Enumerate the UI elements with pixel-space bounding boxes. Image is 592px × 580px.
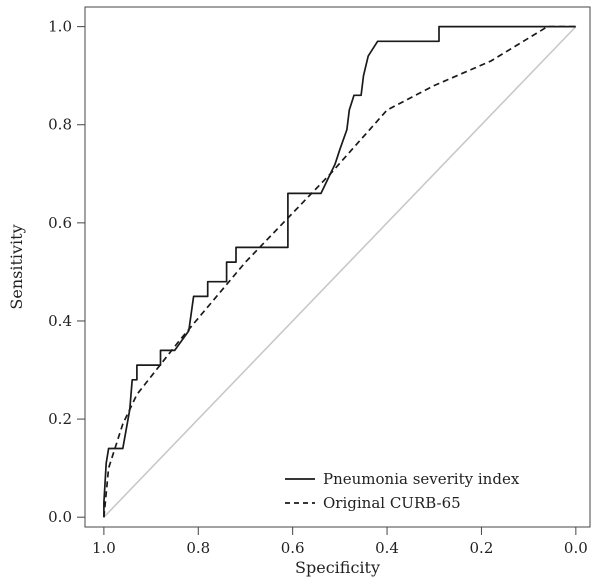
x-tick-label: 0.4 xyxy=(375,539,399,557)
y-tick-label: 0.2 xyxy=(48,410,72,428)
curb65-series-line xyxy=(103,25,576,518)
y-tick-label: 0.4 xyxy=(48,312,72,330)
legend-label: Original CURB-65 xyxy=(323,494,461,512)
y-tick-label: 0.6 xyxy=(48,214,72,232)
x-tick-label: 0.8 xyxy=(186,539,210,557)
y-tick-label: 0.0 xyxy=(48,508,72,526)
x-tick-label: 0.0 xyxy=(564,539,588,557)
reference-diagonal-line xyxy=(103,26,577,518)
y-tick-label: 1.0 xyxy=(48,18,72,36)
x-tick-label: 1.0 xyxy=(92,539,116,557)
y-tick-label: 0.8 xyxy=(48,116,72,134)
legend: Pneumonia severity index Original CURB-65 xyxy=(285,470,520,512)
y-axis: 0.0 0.2 0.4 0.6 0.8 1.0 xyxy=(48,18,85,526)
x-axis: 1.0 0.8 0.6 0.4 0.2 0.0 xyxy=(92,527,588,557)
legend-label: Pneumonia severity index xyxy=(323,470,520,488)
reference-layer xyxy=(103,26,577,518)
x-axis-title: Specificity xyxy=(295,558,380,577)
y-axis-title: Sensitivity xyxy=(7,224,26,309)
psi-series-line xyxy=(103,25,576,518)
x-tick-label: 0.6 xyxy=(281,539,305,557)
series-layer xyxy=(103,25,576,518)
plot-frame xyxy=(84,6,591,528)
x-tick-label: 0.2 xyxy=(470,539,494,557)
